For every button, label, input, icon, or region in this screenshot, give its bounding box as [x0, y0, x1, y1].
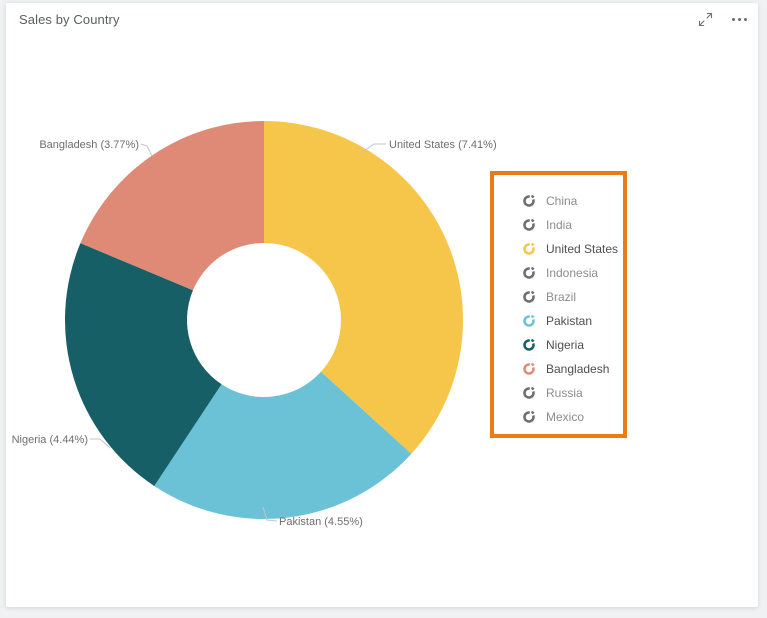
slice-label-united-states: United States (7.41%): [389, 139, 497, 151]
pie-legend-icon: [522, 338, 536, 352]
legend-item-bangladesh[interactable]: Bangladesh: [522, 357, 623, 381]
chart-legend: China India United States Indonesia Brazil Pa…: [494, 175, 623, 429]
slice-label-nigeria: Nigeria (4.44%): [12, 434, 88, 446]
pie-legend-icon: [522, 314, 536, 328]
widget-title: Sales by Country: [19, 12, 120, 27]
legend-label: Mexico: [546, 410, 585, 424]
pie-legend-icon: [522, 362, 536, 376]
legend-label: Indonesia: [546, 266, 599, 280]
pie-slice-united-states[interactable]: [264, 121, 464, 454]
legend-label: Russia: [546, 386, 583, 400]
pie-legend-icon: [522, 194, 536, 208]
pie-legend-icon: [522, 386, 536, 400]
pie-slice-nigeria[interactable]: [64, 243, 222, 487]
legend-label: India: [546, 218, 573, 232]
slice-label-pakistan: Pakistan (4.55%): [279, 516, 363, 528]
legend-item-united-states[interactable]: United States: [522, 237, 623, 261]
legend-item-indonesia[interactable]: Indonesia: [522, 261, 623, 285]
legend-label: Brazil: [546, 290, 577, 304]
callout-line-nigeria: [90, 438, 111, 449]
legend-label: Nigeria: [546, 338, 585, 352]
more-options-icon[interactable]: [728, 9, 751, 30]
legend-label: Bangladesh: [546, 362, 610, 376]
pie-legend-icon: [522, 266, 536, 280]
widget-header: Sales by Country: [6, 3, 758, 37]
legend-item-china[interactable]: China: [522, 189, 623, 213]
legend-item-mexico[interactable]: Mexico: [522, 405, 623, 429]
legend-item-india[interactable]: India: [522, 213, 623, 237]
maximize-icon[interactable]: [695, 9, 716, 30]
legend-highlight-box: China India United States Indonesia Brazil Pa…: [490, 171, 627, 438]
legend-label: China: [546, 194, 578, 208]
pie-legend-icon: [522, 218, 536, 232]
legend-item-nigeria[interactable]: Nigeria: [522, 333, 623, 357]
callout-line-bangladesh: [140, 143, 153, 157]
pie-slice-pakistan[interactable]: [154, 371, 412, 520]
pie-legend-icon: [522, 410, 536, 424]
widget-actions: [695, 9, 751, 30]
callout-line-united-states: [360, 143, 386, 154]
pie-slice-bangladesh[interactable]: [80, 121, 265, 291]
pie-legend-icon: [522, 290, 536, 304]
legend-item-russia[interactable]: Russia: [522, 381, 623, 405]
slice-label-bangladesh: Bangladesh (3.77%): [39, 139, 139, 151]
pie-legend-icon: [522, 242, 536, 256]
callout-line-pakistan: [262, 506, 278, 522]
legend-label: Pakistan: [546, 314, 593, 328]
legend-item-brazil[interactable]: Brazil: [522, 285, 623, 309]
legend-item-pakistan[interactable]: Pakistan: [522, 309, 623, 333]
legend-label: United States: [546, 242, 619, 256]
